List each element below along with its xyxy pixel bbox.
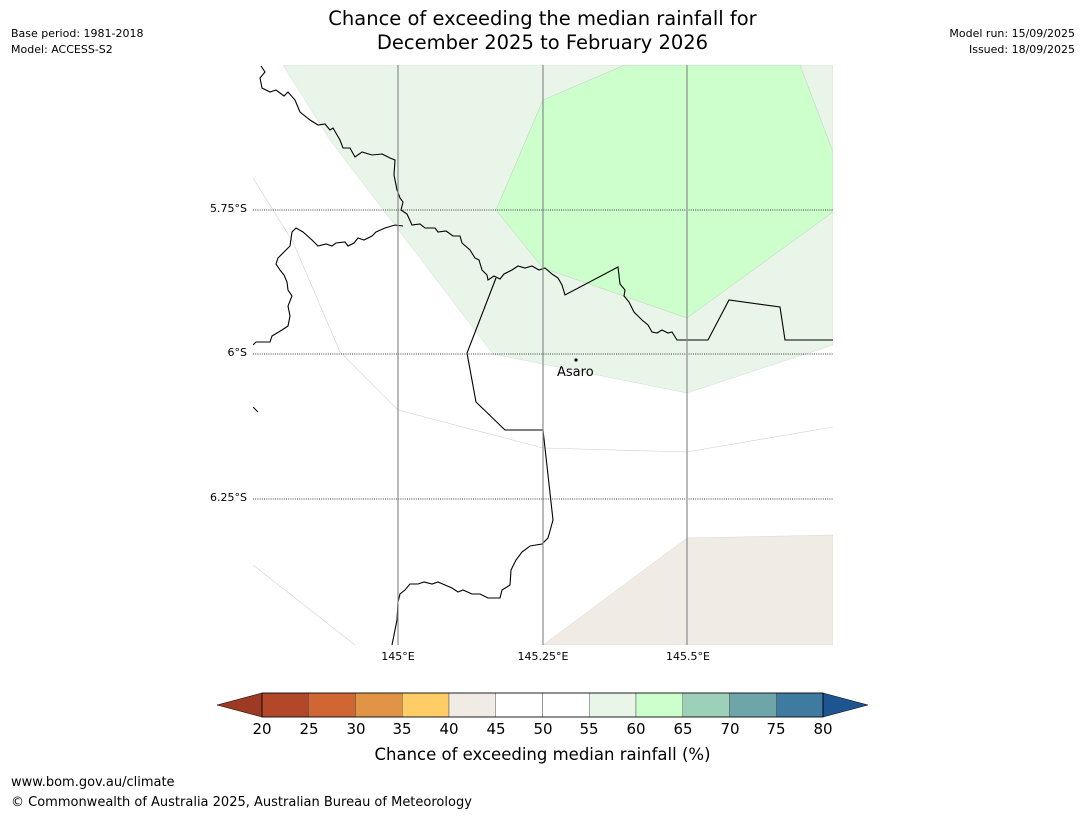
base-period: Base period: 1981-2018 xyxy=(11,27,144,40)
colorbar-bin xyxy=(355,692,403,718)
place-label-asaro: Asaro xyxy=(557,365,594,380)
contour-line xyxy=(253,564,356,645)
region-60-65 xyxy=(495,65,833,319)
coastline xyxy=(253,224,404,346)
meta-right: Model run: 15/09/2025 Issued: 18/09/2025 xyxy=(949,26,1075,58)
graticule xyxy=(253,65,833,645)
issued-date: Issued: 18/09/2025 xyxy=(968,43,1075,56)
colorbar-tick: 30 xyxy=(346,720,366,738)
colorbar-tick: 40 xyxy=(439,720,459,738)
colorbar-bin xyxy=(402,692,450,718)
colorbar-tick: 20 xyxy=(252,720,272,738)
colorbar xyxy=(216,692,869,718)
colorbar-tick: 25 xyxy=(299,720,319,738)
lat-label-6-25: 6.25°S xyxy=(210,491,247,504)
colorbar-tick: 70 xyxy=(720,720,740,738)
map-area xyxy=(253,65,833,645)
lat-label-5-75: 5.75°S xyxy=(210,202,247,215)
footer-copyright: © Commonwealth of Australia 2025, Austra… xyxy=(11,795,472,810)
colorbar-tick: 50 xyxy=(533,720,553,738)
colorbar-extend-low xyxy=(216,692,263,718)
title-line-2: December 2025 to February 2026 xyxy=(376,31,709,54)
colorbar-tick: 60 xyxy=(626,720,646,738)
colorbar-bin xyxy=(776,692,824,718)
colorbar-bin xyxy=(682,692,730,718)
colorbar-bin xyxy=(542,692,590,718)
colorbar-tick: 45 xyxy=(486,720,506,738)
title-line-1: Chance of exceeding the median rainfall … xyxy=(328,7,757,30)
colorbar-bin xyxy=(635,692,683,718)
coastline xyxy=(253,406,259,413)
lon-label-145-25: 145.25°E xyxy=(517,650,569,663)
colorbar-tick: 80 xyxy=(813,720,833,738)
model-name: Model: ACCESS-S2 xyxy=(11,43,113,56)
colorbar-bin xyxy=(589,692,637,718)
colorbar-tick: 65 xyxy=(673,720,693,738)
colorbar-outline xyxy=(261,692,824,718)
asaro-marker xyxy=(574,358,578,362)
colorbar-tick: 35 xyxy=(392,720,412,738)
map-title: Chance of exceeding the median rainfall … xyxy=(0,7,1085,55)
meta-left: Base period: 1981-2018 Model: ACCESS-S2 xyxy=(11,26,143,58)
lat-label-6: 6°S xyxy=(227,346,247,359)
colorbar-bin xyxy=(448,692,496,718)
colorbar-bin xyxy=(261,692,309,718)
border-line xyxy=(391,277,554,645)
region-40-45 xyxy=(542,534,833,645)
lon-label-145-5: 145.5°E xyxy=(666,650,710,663)
colorbar-bin xyxy=(495,692,543,718)
colorbar-tick: 55 xyxy=(579,720,599,738)
colorbar-label: Chance of exceeding median rainfall (%) xyxy=(374,745,711,764)
footer-url[interactable]: www.bom.gov.au/climate xyxy=(11,775,175,790)
colorbar-extend-high xyxy=(822,692,869,718)
lon-label-145: 145°E xyxy=(381,650,415,663)
model-run: Model run: 15/09/2025 xyxy=(949,27,1075,40)
coastline xyxy=(259,65,833,341)
colorbar-tick: 75 xyxy=(766,720,786,738)
colorbar-bin xyxy=(308,692,356,718)
colorbar-bin xyxy=(729,692,777,718)
